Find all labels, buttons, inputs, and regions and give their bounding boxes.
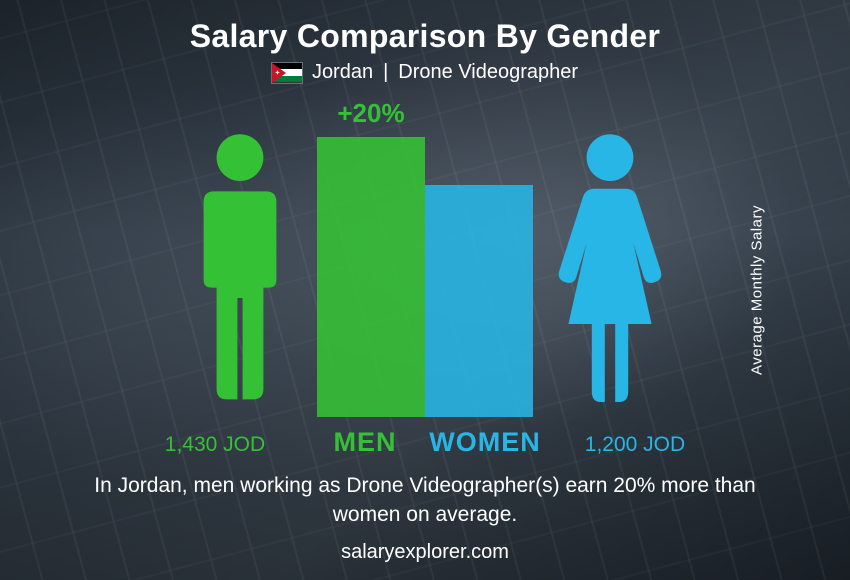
infographic-container: Salary Comparison By Gender ✦ Jordan | D… xyxy=(0,0,850,580)
women-bar-wrap xyxy=(425,185,533,417)
men-bar-wrap: +20% xyxy=(317,137,425,417)
labels-row: 1,430 JOD MEN WOMEN 1,200 JOD xyxy=(40,427,810,458)
man-icon xyxy=(175,127,305,417)
women-group xyxy=(425,127,675,417)
country-label: Jordan xyxy=(312,61,373,84)
men-group: +20% xyxy=(175,127,425,417)
men-icon-col xyxy=(175,127,305,417)
women-bar xyxy=(425,185,533,417)
jordan-flag-icon: ✦ xyxy=(272,63,302,83)
footer-site: salaryexplorer.com xyxy=(341,541,509,564)
men-category-label: MEN xyxy=(305,427,425,458)
description-text: In Jordan, men working as Drone Videogra… xyxy=(65,472,785,529)
women-salary: 1,200 JOD xyxy=(545,433,725,457)
separator: | xyxy=(383,61,388,84)
y-axis-label: Average Monthly Salary xyxy=(749,205,766,375)
chart-area: +20% xyxy=(40,92,810,417)
women-icon-col xyxy=(545,127,675,417)
page-title: Salary Comparison By Gender xyxy=(190,18,660,55)
men-salary: 1,430 JOD xyxy=(125,433,305,457)
woman-icon xyxy=(545,127,675,417)
women-category-label: WOMEN xyxy=(425,427,545,458)
men-bar xyxy=(317,137,425,417)
occupation-label: Drone Videographer xyxy=(398,61,578,84)
subtitle-row: ✦ Jordan | Drone Videographer xyxy=(272,61,578,84)
gap-percentage-label: +20% xyxy=(301,98,441,129)
